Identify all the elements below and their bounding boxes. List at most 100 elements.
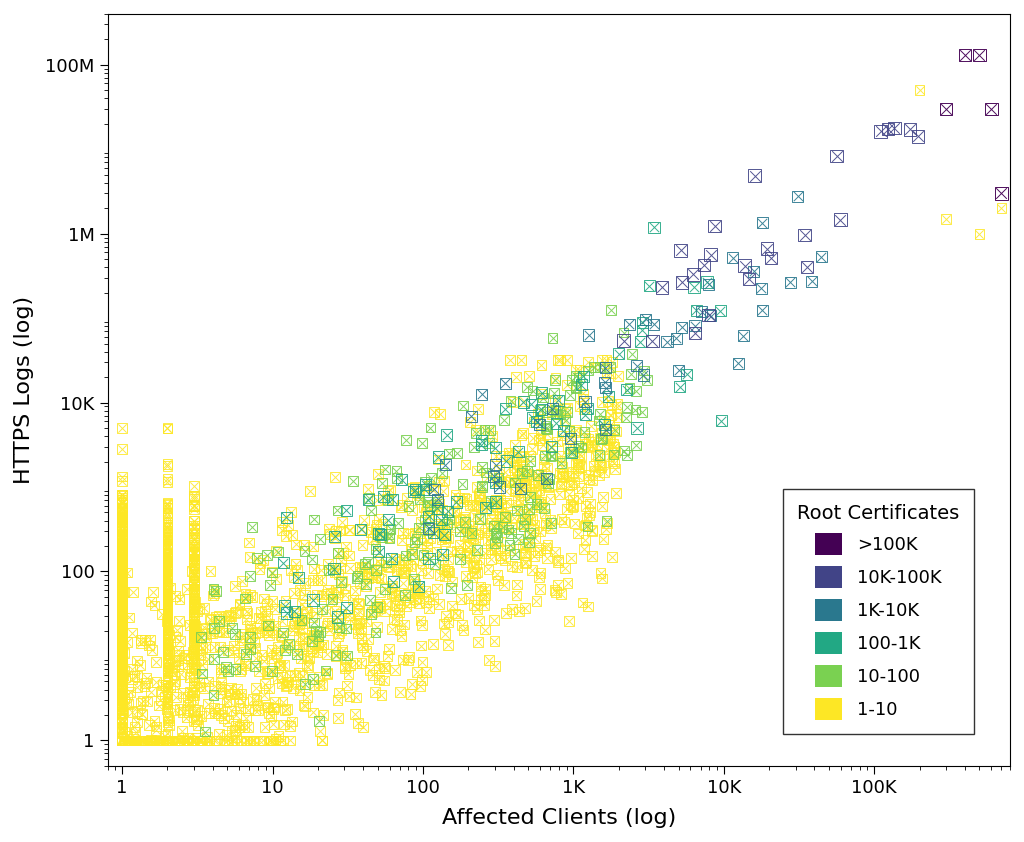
Point [160, 686, 176, 700]
Point [190, 603, 207, 616]
Point [185, 627, 202, 641]
Point [114, 674, 130, 687]
Point [114, 571, 130, 584]
Point [114, 727, 130, 740]
Point [160, 521, 176, 535]
Point [207, 706, 223, 720]
Point [114, 712, 130, 726]
Point [622, 317, 638, 331]
Point [160, 605, 176, 618]
Point [126, 733, 142, 747]
Point [502, 538, 518, 552]
Point [745, 264, 762, 278]
Point [240, 721, 256, 734]
Point [114, 488, 130, 502]
Point [488, 499, 505, 513]
Point [331, 685, 347, 699]
Point [243, 623, 259, 637]
Point [114, 547, 130, 561]
Point [242, 641, 258, 654]
Point [160, 565, 176, 578]
Point [212, 662, 228, 675]
Point [555, 424, 571, 437]
Point [564, 465, 581, 478]
Point [114, 562, 130, 575]
Point [256, 592, 272, 605]
Point [154, 733, 170, 747]
Point [288, 557, 304, 571]
Point [114, 530, 130, 543]
Point [470, 402, 486, 416]
Point [369, 600, 385, 614]
Point [938, 102, 954, 115]
Point [114, 650, 130, 663]
Point [233, 663, 250, 676]
Point [114, 575, 130, 589]
Point [114, 624, 130, 637]
Point [185, 545, 202, 558]
Point [538, 478, 554, 492]
Point [447, 607, 464, 621]
Point [464, 526, 480, 540]
Point [299, 605, 315, 619]
Point [114, 630, 130, 643]
Point [581, 509, 597, 522]
Point [160, 568, 176, 582]
Point [411, 591, 427, 605]
Point [185, 605, 202, 619]
Point [431, 568, 447, 582]
Point [385, 575, 401, 589]
Point [394, 526, 411, 540]
Point [577, 395, 593, 408]
Point [313, 603, 330, 616]
Point [114, 554, 130, 568]
Point [205, 584, 221, 597]
Point [114, 650, 130, 663]
Point [241, 536, 257, 549]
Point [373, 601, 389, 615]
Point [503, 521, 519, 535]
Point [114, 557, 130, 571]
Point [307, 637, 324, 651]
Point [122, 733, 138, 747]
Point [114, 622, 130, 636]
Point [547, 403, 563, 417]
Point [114, 692, 130, 706]
Point [598, 523, 614, 536]
Point [501, 523, 517, 536]
Point [114, 574, 130, 588]
Point [160, 564, 176, 578]
Point [160, 591, 176, 605]
Point [126, 733, 142, 747]
Point [114, 717, 130, 730]
Point [114, 598, 130, 611]
Point [469, 464, 485, 477]
Point [114, 624, 130, 637]
Point [609, 401, 626, 414]
Point [116, 585, 132, 599]
Point [521, 455, 538, 468]
Point [114, 638, 130, 652]
Point [305, 616, 322, 629]
Point [250, 611, 266, 625]
Point [114, 543, 130, 557]
Point [114, 566, 130, 579]
Point [114, 623, 130, 637]
Point [526, 519, 543, 532]
Point [114, 647, 130, 661]
Point [351, 597, 368, 610]
Point [185, 578, 202, 591]
Point [285, 528, 301, 541]
Point [412, 493, 428, 506]
Point [114, 733, 130, 747]
Point [259, 701, 275, 714]
Point [185, 568, 202, 581]
Point [562, 432, 579, 445]
Point [505, 461, 521, 474]
Point [114, 580, 130, 594]
Point [160, 573, 176, 586]
Point [688, 303, 705, 317]
Point [114, 632, 130, 646]
Point [971, 48, 987, 61]
Point [114, 562, 130, 575]
